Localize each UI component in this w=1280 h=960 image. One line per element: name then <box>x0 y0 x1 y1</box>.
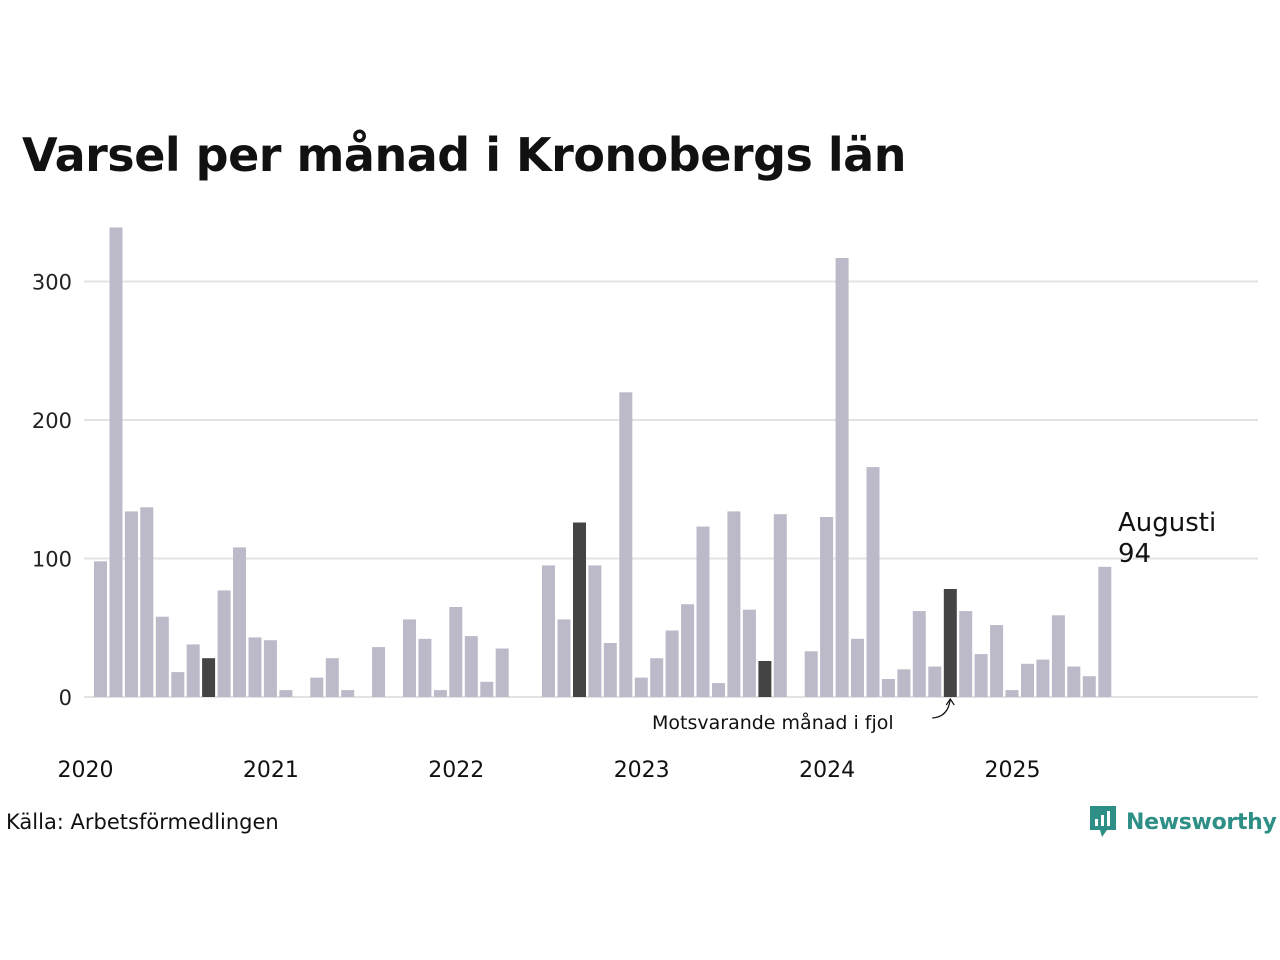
y-tick-label: 0 <box>59 686 72 710</box>
prior-year-annotation: Motsvarande månad i fjol <box>652 697 955 734</box>
bar <box>665 630 679 697</box>
bar <box>696 526 710 697</box>
bar <box>1098 566 1112 697</box>
bar <box>928 666 942 697</box>
bar <box>495 648 509 697</box>
bar <box>804 651 818 697</box>
bar <box>727 511 741 697</box>
bar <box>186 644 200 697</box>
bar <box>897 669 911 697</box>
bar <box>325 658 339 697</box>
bar <box>1082 676 1096 697</box>
bar <box>310 677 324 697</box>
annotation-arrow <box>932 698 951 719</box>
bar <box>634 677 648 697</box>
bar <box>464 636 478 697</box>
bar <box>372 647 386 697</box>
bar <box>990 625 1004 697</box>
x-tick-label: 2021 <box>243 758 299 783</box>
bar <box>881 679 895 697</box>
y-tick-label: 100 <box>32 548 72 572</box>
bar <box>912 611 926 697</box>
bar <box>1051 615 1065 697</box>
x-tick-label: 2023 <box>614 758 670 783</box>
current-month-label: Augusti <box>1118 508 1216 538</box>
bar-prior-year-month <box>758 661 772 697</box>
bar <box>140 507 154 697</box>
bar <box>480 681 494 697</box>
bar <box>835 258 849 697</box>
source-note: Källa: Arbetsförmedlingen <box>6 810 279 834</box>
bar-prior-year-month <box>943 589 957 697</box>
bar <box>712 683 725 697</box>
bar <box>1036 659 1050 697</box>
bar <box>681 604 695 697</box>
bar <box>233 547 246 697</box>
bar <box>773 514 787 697</box>
x-tick-label: 2022 <box>428 758 484 783</box>
x-axis-ticks: 2020 2021 2022 2023 2024 2025 <box>58 758 1041 783</box>
bar <box>866 467 880 697</box>
bar <box>449 607 463 697</box>
bar <box>603 643 617 697</box>
annotation-arrowhead <box>945 697 955 706</box>
chart-title: Varsel per månad i Kronobergs län <box>22 128 906 182</box>
bar <box>418 638 432 697</box>
bar <box>959 611 973 697</box>
bar <box>650 658 664 697</box>
bar <box>217 590 231 697</box>
x-tick-label: 2025 <box>985 758 1041 783</box>
bar <box>263 640 277 697</box>
bar <box>619 392 633 697</box>
bar <box>1005 690 1019 697</box>
bar-prior-year-month <box>573 522 586 697</box>
bar <box>1021 663 1034 697</box>
current-month-value: 94 <box>1118 539 1151 569</box>
bar <box>542 565 555 697</box>
newsworthy-logo-icon <box>1090 806 1116 837</box>
bar <box>124 511 138 697</box>
bar <box>1067 666 1081 697</box>
bar <box>248 637 262 697</box>
bar <box>588 565 602 697</box>
y-tick-label: 200 <box>32 409 72 433</box>
bar <box>974 654 988 697</box>
bar <box>171 672 185 697</box>
y-tick-label: 300 <box>32 271 72 295</box>
bar <box>851 638 864 697</box>
x-tick-label: 2020 <box>58 758 114 783</box>
bar-prior-year-month <box>202 658 216 697</box>
bar <box>557 619 571 697</box>
bar <box>403 619 416 697</box>
brand-name: Newsworthy <box>1126 809 1277 835</box>
bar <box>94 561 107 697</box>
current-value-callout: Augusti 94 <box>1118 508 1216 569</box>
bar <box>433 690 447 697</box>
bar <box>742 609 756 697</box>
bar <box>279 690 293 697</box>
bar <box>109 227 123 697</box>
bar <box>820 517 834 697</box>
bar <box>341 690 355 697</box>
brand-logo[interactable]: Newsworthy <box>1088 804 1277 840</box>
y-axis-ticks: 0 100 200 300 <box>32 271 72 711</box>
x-tick-label: 2024 <box>799 758 855 783</box>
bar <box>155 616 169 697</box>
annotation-label: Motsvarande månad i fjol <box>652 711 894 734</box>
bars <box>94 227 1112 697</box>
